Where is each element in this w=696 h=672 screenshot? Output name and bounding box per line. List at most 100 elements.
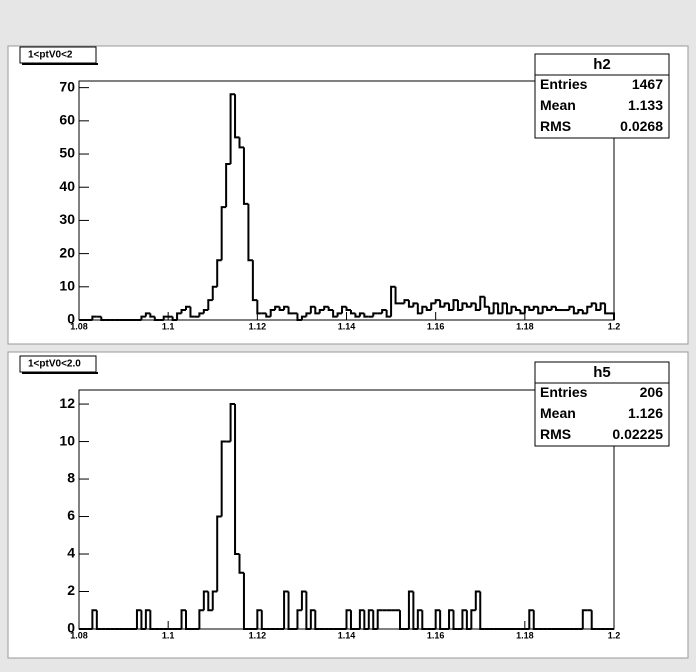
- x-tick-label: 1.08: [70, 630, 88, 640]
- hist-bin: [497, 303, 503, 315]
- hist-bin: [260, 610, 267, 630]
- y-tick-label: 10: [59, 432, 75, 448]
- hist-bin: [394, 286, 400, 305]
- hist-bin: [202, 309, 209, 314]
- hist-bin: [586, 305, 592, 314]
- hist-bin: [207, 591, 213, 612]
- hist-bin: [198, 609, 204, 629]
- hist-bin: [479, 295, 485, 311]
- y-tick-label: 4: [67, 545, 75, 561]
- x-tick-label: 1.12: [249, 630, 267, 640]
- hist-bin: [595, 303, 601, 312]
- y-tick-label: 40: [59, 178, 75, 194]
- hist-bin: [95, 610, 102, 630]
- hist-bin: [278, 306, 285, 312]
- hist-bin: [474, 303, 481, 312]
- hist-bin: [439, 610, 445, 630]
- pad-title: 1<ptV0<2: [28, 50, 73, 61]
- hist-bin: [265, 313, 271, 318]
- hist-bin: [323, 305, 329, 311]
- hist-bin: [412, 591, 418, 630]
- x-tick-label: 1.16: [427, 630, 445, 640]
- hist-bin: [523, 305, 530, 314]
- hist-bin: [372, 610, 378, 630]
- hist-bin: [309, 609, 316, 629]
- hist-bin: [430, 302, 436, 311]
- hist-bin: [162, 315, 169, 320]
- x-tick-label: 1.14: [338, 321, 356, 331]
- hist-bin: [541, 305, 548, 314]
- hist-bin: [100, 316, 106, 321]
- hist-bin: [434, 609, 441, 629]
- hist-bin: [407, 590, 414, 629]
- hist-bin: [309, 305, 316, 314]
- hist-bin: [461, 302, 467, 311]
- hist-bin: [483, 296, 490, 308]
- hist-bin: [287, 306, 293, 315]
- pad-title: 1<ptV0<2.0: [28, 359, 81, 370]
- hist-bin: [519, 310, 525, 315]
- x-tick-label: 1.16: [427, 321, 445, 331]
- hist-bin: [452, 299, 458, 311]
- hist-bin: [470, 609, 476, 629]
- hist-bin: [488, 306, 494, 315]
- hist-bin: [537, 306, 543, 315]
- hist-bin: [256, 300, 262, 315]
- hist-bin: [345, 609, 351, 629]
- hist-bin: [550, 305, 557, 311]
- hist-bin: [216, 259, 222, 287]
- stats-box: [534, 361, 670, 447]
- x-tick-label: 1.1: [162, 321, 175, 331]
- hist-bin: [349, 610, 356, 630]
- hist-bin: [546, 306, 552, 312]
- x-tick-label: 1.14: [338, 630, 356, 640]
- hist-bin: [577, 309, 583, 314]
- hist-bin: [238, 554, 244, 574]
- hist-bin: [492, 302, 499, 314]
- hist-bin: [332, 310, 338, 318]
- hist-bin: [555, 306, 561, 312]
- hist-bin: [153, 316, 160, 321]
- hist-bin: [581, 609, 588, 629]
- hist-bin: [185, 610, 191, 630]
- x-tick-label: 1.1: [162, 630, 175, 640]
- hist-bin: [510, 305, 516, 314]
- hist-bin: [581, 310, 588, 315]
- stats-label: Mean: [540, 97, 576, 113]
- y-tick-label: 6: [67, 507, 75, 523]
- hist-bin: [327, 306, 334, 312]
- hist-bin: [465, 303, 472, 308]
- stats-label: Entries: [540, 76, 588, 92]
- hist-bin: [256, 609, 262, 629]
- hist-bin: [412, 302, 418, 307]
- hist-bin: [363, 313, 369, 318]
- hist-bin: [91, 315, 97, 320]
- y-tick-label: 70: [59, 78, 75, 94]
- y-tick-label: 20: [59, 244, 75, 260]
- hist-bin: [572, 306, 579, 315]
- hist-bin: [372, 312, 378, 317]
- x-tick-label: 1.2: [608, 630, 621, 640]
- hist-bin: [144, 312, 151, 317]
- hist-bin: [274, 305, 280, 311]
- hist-bin: [305, 591, 311, 630]
- hist-bin: [609, 312, 615, 320]
- hist-bin: [140, 610, 146, 630]
- hist-bin: [532, 610, 539, 630]
- hist-bin: [229, 93, 236, 164]
- stats-value: 206: [640, 384, 664, 400]
- x-tick-label: 1.12: [249, 321, 267, 331]
- x-tick-label: 1.18: [516, 321, 534, 331]
- hist-bin: [176, 312, 182, 320]
- hist-bin: [135, 609, 142, 629]
- hist-bin: [452, 610, 458, 630]
- hist-bin: [296, 609, 302, 629]
- hist-bin: [234, 94, 240, 139]
- hist-bin: [416, 303, 423, 315]
- hist-bin: [465, 610, 472, 630]
- hist-bin: [149, 610, 155, 630]
- hist-bin: [470, 302, 476, 307]
- hist-bin: [314, 610, 320, 630]
- hist-bin: [349, 310, 356, 315]
